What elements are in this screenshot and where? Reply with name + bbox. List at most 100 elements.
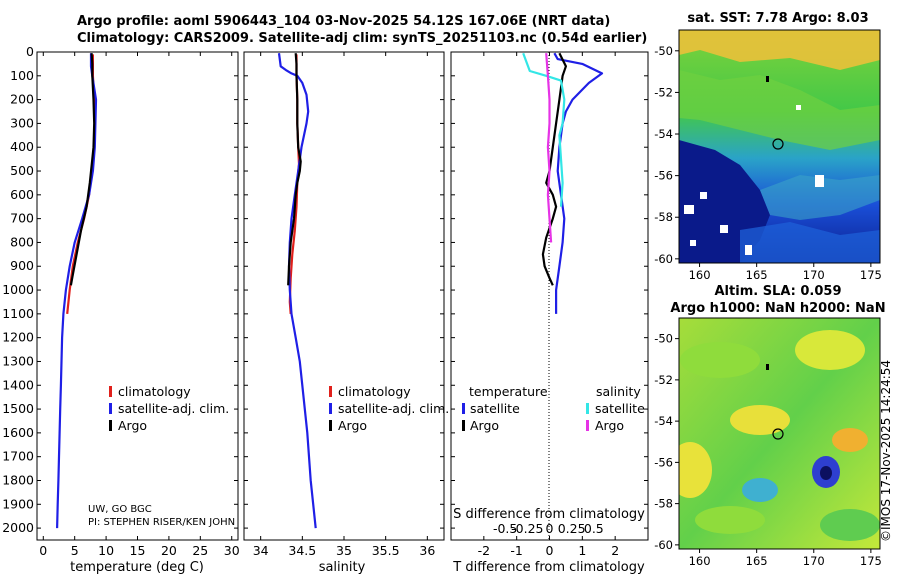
pi-line-1: UW, GO BGC xyxy=(88,504,152,515)
x-tick-label: 35 xyxy=(336,543,352,558)
sst-map-frame xyxy=(678,29,881,264)
x-tick-label: -1 xyxy=(510,543,522,558)
sst-cloud xyxy=(700,192,707,199)
legend-s-argo: Argo xyxy=(595,418,624,433)
series-line-s-argo xyxy=(545,53,553,243)
legend-climatology-swatch xyxy=(329,386,332,397)
copyright-stamp: ©IMOS 17-Nov-2025 14:24:54 xyxy=(879,360,893,542)
legend-argo-swatch xyxy=(109,420,112,431)
depth-tick-label: 400 xyxy=(10,139,34,154)
depth-tick-label: 800 xyxy=(10,234,34,249)
x-tick-label: 34.5 xyxy=(288,543,316,558)
legend-argo-swatch xyxy=(329,420,332,431)
sst-cloud xyxy=(690,240,696,246)
s-diff-tick-label: 0.25 xyxy=(558,521,586,536)
temperature-legend: climatology satellite-adj. clim. Argo xyxy=(109,384,229,433)
map-lon-label: 160 xyxy=(689,268,711,282)
depth-tick-label: 1500 xyxy=(2,401,34,416)
map-lat-label: -50 xyxy=(654,44,673,58)
legend-climatology-swatch xyxy=(109,386,112,397)
sst-warm-patch xyxy=(679,30,880,70)
map-lat-label: -60 xyxy=(654,252,673,266)
legend-title-temperature: temperature xyxy=(469,384,548,399)
x-tick-label: -2 xyxy=(478,543,490,558)
legend-argo: Argo xyxy=(338,418,367,433)
salinity-x-label: salinity xyxy=(319,560,366,575)
depth-tick-label: 100 xyxy=(10,68,34,83)
map-lon-label: 165 xyxy=(746,554,768,568)
temperature-x-label: temperature (deg C) xyxy=(70,560,204,575)
sst-blue-region xyxy=(740,222,880,263)
map-lat-label: -60 xyxy=(654,538,673,552)
sla-blob xyxy=(680,342,760,378)
x-tick-label: 5 xyxy=(71,543,79,558)
sst-green-band xyxy=(679,70,880,150)
s-diff-tick-label: -0.5 xyxy=(493,521,517,536)
sla-blob xyxy=(795,330,865,370)
x-tick-label: 0 xyxy=(39,543,47,558)
x-tick-label: 1 xyxy=(578,543,586,558)
sla-blob xyxy=(730,405,790,435)
depth-tick-label: 2000 xyxy=(2,520,34,535)
x-tick-label: 25 xyxy=(192,543,208,558)
map-lon-label: 170 xyxy=(803,268,825,282)
title-line-2: Climatology: CARS2009. Satellite-adj cli… xyxy=(77,31,648,46)
t-difference-x-label: T difference from climatology xyxy=(452,560,645,575)
sla-cold-core xyxy=(820,466,832,480)
depth-tick-label: 1700 xyxy=(2,449,34,464)
salinity-panel: 34 34.5 35 35.5 36 salinity climatology sate… xyxy=(243,51,449,575)
depth-tick-label: 600 xyxy=(10,187,34,202)
map-lon-label: 160 xyxy=(689,554,711,568)
x-tick-label: 2 xyxy=(611,543,619,558)
x-tick-label: 34 xyxy=(253,543,269,558)
map-lat-label: -54 xyxy=(654,414,673,428)
x-tick-label: 0 xyxy=(546,543,554,558)
sst-map xyxy=(679,30,880,263)
map-lat-label: -54 xyxy=(654,127,673,141)
sla-blob xyxy=(695,506,765,534)
depth-tick-label: 300 xyxy=(10,115,34,130)
legend-climatology: climatology xyxy=(118,384,191,399)
map-lon-label: 170 xyxy=(803,554,825,568)
depth-tick-label: 1100 xyxy=(2,306,34,321)
sst-cloud xyxy=(720,225,728,233)
depth-tick-label: 700 xyxy=(10,211,34,226)
series-line-argo xyxy=(287,53,302,286)
map-lat-label: -52 xyxy=(654,373,673,387)
difference-legend: temperature salinity satellite Argo sate… xyxy=(462,384,645,433)
legend-climatology: climatology xyxy=(338,384,411,399)
s-diff-tick-label: -0.25 xyxy=(511,521,543,536)
depth-tick-label: 200 xyxy=(10,92,34,107)
depth-tick-label: 0 xyxy=(26,44,34,59)
depth-tick-label: 1800 xyxy=(2,472,34,487)
legend-t-satellite-swatch xyxy=(462,403,465,414)
s-diff-tick-label: 0.5 xyxy=(584,521,604,536)
map-lon-label: 165 xyxy=(746,268,768,282)
sst-island xyxy=(766,76,769,82)
legend-t-argo: Argo xyxy=(470,418,499,433)
sla-blob xyxy=(679,442,712,498)
depth-tick-label: 1400 xyxy=(2,377,34,392)
depth-tick-label: 1300 xyxy=(2,353,34,368)
s-diff-tick-label: 0 xyxy=(546,521,554,536)
legend-t-argo-swatch xyxy=(462,420,465,431)
map-lat-label: -58 xyxy=(654,497,673,511)
series-line-satellite-adj-clim- xyxy=(277,53,317,529)
sst-cloud xyxy=(745,245,752,255)
sst-cloud xyxy=(815,175,824,187)
sst-cloud xyxy=(796,105,801,110)
legend-satellite-adj: satellite-adj. clim. xyxy=(338,401,449,416)
title-line-1: Argo profile: aoml 5906443_104 03-Nov-20… xyxy=(77,14,611,29)
legend-satellite-swatch xyxy=(109,403,112,414)
sla-cool-blob xyxy=(742,478,778,502)
sst-argo-position xyxy=(772,138,784,150)
depth-tick-label: 900 xyxy=(10,258,34,273)
sla-blob xyxy=(820,509,880,541)
depth-tick-label: 1200 xyxy=(2,330,34,345)
depth-tick-label: 1000 xyxy=(2,282,34,297)
map-lon-label: 175 xyxy=(860,554,882,568)
x-tick-label: 36 xyxy=(419,543,435,558)
series-line-t-argo xyxy=(541,52,568,286)
sla-map-title-1: Altim. SLA: 0.059 xyxy=(715,284,842,299)
